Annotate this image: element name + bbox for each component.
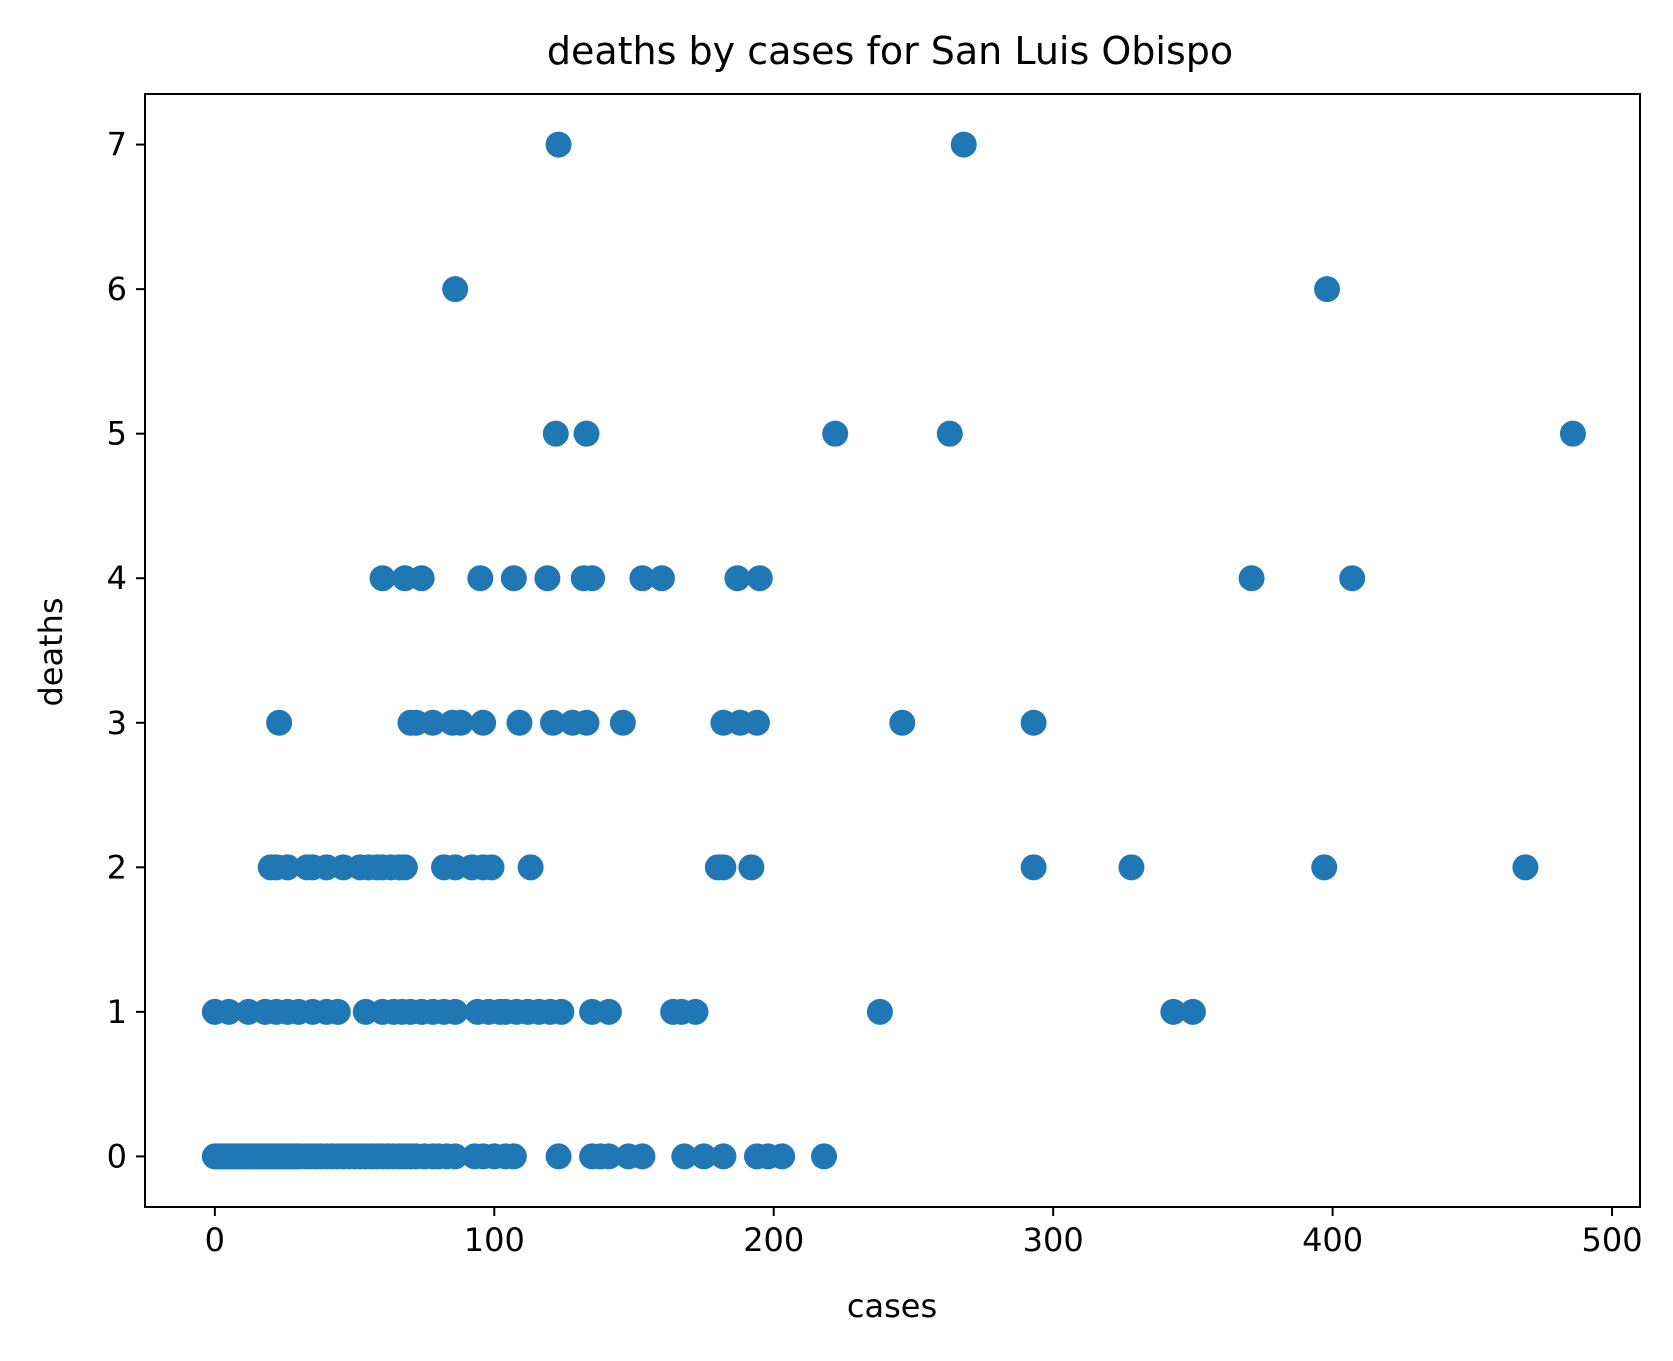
data-point [682, 998, 709, 1025]
data-point [690, 1143, 717, 1170]
data-point [442, 1143, 469, 1170]
data-point [936, 420, 963, 447]
data-point [1020, 854, 1047, 881]
x-tick-label: 100 [464, 1221, 525, 1259]
data-point [447, 709, 474, 736]
data-point [1311, 854, 1338, 881]
data-point [542, 420, 569, 447]
data-point [671, 1143, 698, 1170]
data-point [595, 1143, 622, 1170]
data-point [1314, 276, 1341, 303]
x-tick-label: 0 [205, 1221, 225, 1259]
x-tick-label: 200 [743, 1221, 804, 1259]
x-axis-label: cases [847, 1287, 937, 1325]
data-point [1238, 565, 1265, 592]
data-point [467, 565, 494, 592]
data-point [710, 1143, 737, 1170]
data-point [545, 1143, 572, 1170]
data-point [470, 709, 497, 736]
y-tick-label: 4 [107, 559, 127, 597]
y-tick-label: 2 [107, 848, 127, 886]
data-point [573, 709, 600, 736]
data-point [1118, 854, 1145, 881]
data-point [408, 565, 435, 592]
y-tick-label: 0 [107, 1137, 127, 1175]
y-tick-label: 1 [107, 993, 127, 1031]
data-point [534, 565, 561, 592]
data-point [419, 709, 446, 736]
data-point [746, 565, 773, 592]
chart-title: deaths by cases for San Luis Obispo [547, 29, 1233, 73]
data-point [391, 854, 418, 881]
data-point [369, 565, 396, 592]
data-point [866, 998, 893, 1025]
data-point [506, 709, 533, 736]
y-tick-label: 5 [107, 415, 127, 453]
data-point [1339, 565, 1366, 592]
y-axis-label: deaths [32, 597, 70, 706]
data-point [478, 854, 505, 881]
data-point [743, 709, 770, 736]
data-point [442, 998, 469, 1025]
data-point [629, 1143, 656, 1170]
data-point [324, 998, 351, 1025]
data-point [215, 998, 242, 1025]
data-point [1160, 998, 1187, 1025]
data-points [201, 131, 1586, 1170]
data-point [274, 854, 301, 881]
plot-frame [144, 93, 1641, 1208]
data-point [1512, 854, 1539, 881]
y-tick-label: 6 [107, 270, 127, 308]
data-point [573, 420, 600, 447]
data-point [1179, 998, 1206, 1025]
data-point [1020, 709, 1047, 736]
data-point [539, 709, 566, 736]
data-point [442, 276, 469, 303]
x-tick-label: 500 [1582, 1221, 1643, 1259]
data-point [822, 420, 849, 447]
data-point [769, 1143, 796, 1170]
data-point [595, 998, 622, 1025]
data-point [517, 854, 544, 881]
y-tick-label: 7 [107, 126, 127, 164]
x-tick-label: 400 [1302, 1221, 1363, 1259]
data-point [811, 1143, 838, 1170]
data-point [579, 565, 606, 592]
data-point [648, 565, 675, 592]
y-axis-ticks: 0 1 2 3 4 5 6 7 [107, 126, 145, 1175]
data-point [500, 565, 527, 592]
data-point [609, 709, 636, 736]
y-tick-label: 3 [107, 704, 127, 742]
x-axis-ticks: 0 100 200 300 400 500 [205, 1207, 1643, 1259]
data-point [548, 998, 575, 1025]
data-point [950, 131, 977, 158]
data-point [710, 854, 737, 881]
x-tick-label: 300 [1023, 1221, 1084, 1259]
data-point [629, 565, 656, 592]
data-point [1559, 420, 1586, 447]
data-point [724, 565, 751, 592]
data-point [266, 709, 293, 736]
data-point [738, 854, 765, 881]
data-point [889, 709, 916, 736]
data-point [500, 1143, 527, 1170]
data-point [545, 131, 572, 158]
